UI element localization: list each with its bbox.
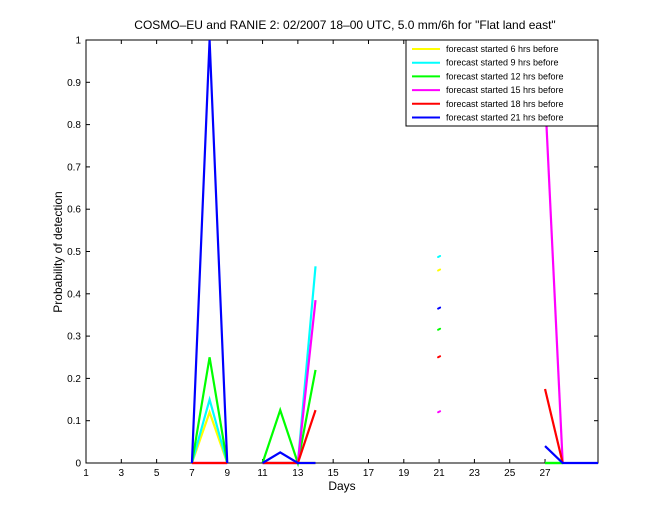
legend-entry: forecast started 21 hrs before	[446, 113, 564, 123]
series-line	[543, 94, 564, 464]
series-5	[191, 355, 564, 465]
x-tick-label: 11	[257, 468, 268, 479]
legend-box	[405, 39, 599, 127]
series-point	[437, 327, 442, 331]
series-line	[543, 388, 564, 464]
x-tick-label: 17	[363, 468, 375, 479]
y-tick-label: 0.4	[67, 289, 81, 300]
series-point	[437, 410, 442, 414]
series-line	[190, 408, 229, 464]
x-tick-label: 9	[224, 468, 230, 479]
y-axis: 0 0.1 0.2 0.3 0.4 0.5 0.6 0.7 0.8 0.9 1	[67, 36, 598, 470]
legend: forecast started 6 hrs before forecast st…	[405, 39, 599, 127]
x-tick-label: 5	[154, 468, 160, 479]
y-tick-label: 0.8	[67, 120, 81, 131]
legend-entry: forecast started 12 hrs before	[446, 71, 564, 81]
y-tick-label: 0.2	[67, 374, 81, 385]
x-tick-label: 23	[469, 468, 481, 479]
series-line	[262, 409, 317, 465]
x-tick-label: 3	[119, 468, 125, 479]
series-3	[190, 327, 563, 468]
series-point	[437, 306, 442, 310]
legend-entry: forecast started 6 hrs before	[446, 44, 559, 54]
series-point	[437, 355, 442, 359]
series-line	[261, 451, 316, 465]
x-tick-label: 13	[292, 468, 304, 479]
series-line	[190, 357, 229, 464]
x-tick-label: 21	[434, 468, 446, 479]
y-axis-label: Probability of detection	[51, 191, 65, 312]
y-tick-label: 0.6	[67, 205, 81, 216]
legend-entry: forecast started 9 hrs before	[446, 58, 559, 68]
y-tick-label: 0.9	[67, 78, 81, 89]
series-line	[190, 395, 229, 464]
legend-entry: forecast started 18 hrs before	[446, 99, 564, 109]
series-line	[261, 369, 317, 468]
x-tick-label: 7	[189, 468, 195, 479]
series-6	[190, 39, 598, 465]
series-layer	[190, 39, 598, 468]
y-tick-label: 0.1	[67, 416, 81, 427]
series-line	[190, 39, 229, 464]
series-point	[437, 268, 442, 272]
legend-entry: forecast started 15 hrs before	[446, 85, 564, 95]
series-line	[544, 445, 598, 465]
y-tick-label: 0	[75, 459, 81, 470]
x-tick-label: 19	[398, 468, 410, 479]
x-axis-label: Days	[328, 479, 355, 493]
y-tick-label: 0.3	[67, 332, 81, 343]
y-tick-label: 0.7	[67, 162, 81, 173]
chart-title: COSMO–EU and RANIE 2: 02/2007 18–00 UTC,…	[134, 18, 555, 32]
series-point	[437, 254, 442, 258]
x-tick-label: 25	[504, 468, 516, 479]
y-tick-label: 0.5	[67, 247, 81, 258]
x-tick-label: 15	[328, 468, 340, 479]
y-tick-label: 1	[75, 36, 81, 47]
x-tick-label: 27	[539, 468, 551, 479]
x-tick-label: 1	[83, 468, 89, 479]
